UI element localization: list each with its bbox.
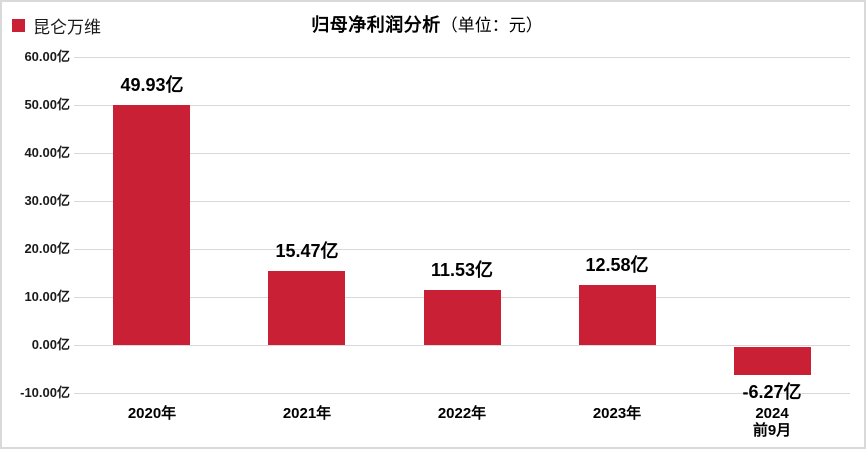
bar bbox=[579, 285, 656, 345]
y-axis-tick-label: 50.00亿 bbox=[24, 97, 70, 112]
gridline bbox=[74, 249, 850, 250]
gridline bbox=[74, 105, 850, 106]
y-axis-tick-label: 60.00亿 bbox=[24, 49, 70, 64]
chart-title: 归母净利润分析（单位：元） bbox=[2, 11, 852, 37]
gridline bbox=[74, 153, 850, 154]
y-axis-tick-label: -10.00亿 bbox=[20, 385, 70, 400]
gridline bbox=[74, 57, 850, 58]
bar bbox=[113, 105, 190, 345]
legend-label: 昆仑万维 bbox=[33, 18, 101, 37]
bar bbox=[424, 290, 501, 345]
legend: 昆仑万维 bbox=[12, 13, 101, 38]
y-axis-tick-label: 10.00亿 bbox=[24, 289, 70, 304]
y-axis-tick-label: 40.00亿 bbox=[24, 145, 70, 160]
gridline bbox=[74, 393, 850, 394]
bar-value-label: 11.53亿 bbox=[430, 260, 494, 280]
gridline bbox=[74, 201, 850, 202]
gridline bbox=[74, 345, 850, 346]
bar-value-label: 15.47亿 bbox=[275, 241, 339, 261]
y-axis-tick-label: 30.00亿 bbox=[24, 193, 70, 208]
x-axis-category-label: 2023年 bbox=[592, 405, 642, 422]
bar bbox=[268, 271, 345, 345]
bar-value-label: -6.27亿 bbox=[742, 382, 802, 402]
y-axis-tick-label: 20.00亿 bbox=[24, 241, 70, 256]
x-axis-category-label: 2022年 bbox=[437, 405, 487, 422]
x-axis-category-label: 2021年 bbox=[282, 405, 332, 422]
bar bbox=[734, 347, 811, 375]
x-axis-category-label: 2020年 bbox=[127, 405, 177, 422]
x-axis-category-label: 2024 前9月 bbox=[752, 405, 792, 439]
y-axis-tick-label: 0.00亿 bbox=[31, 337, 70, 352]
bar-value-label: 12.58亿 bbox=[585, 255, 649, 275]
bar-value-label: 49.93亿 bbox=[120, 75, 184, 95]
series-swatch-icon bbox=[12, 19, 25, 32]
chart-title-unit: （单位：元） bbox=[440, 16, 543, 35]
chart-title-main: 归母净利润分析 bbox=[311, 15, 441, 35]
